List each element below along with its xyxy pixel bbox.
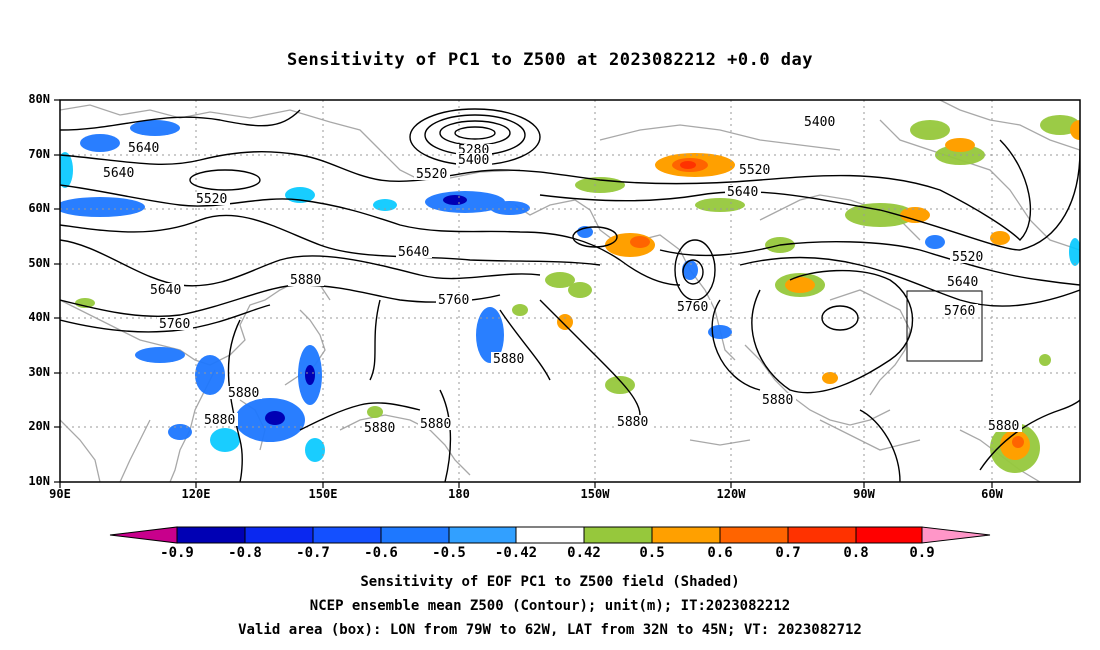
contour-label: 5640 [103,166,134,181]
valid-area-box [906,290,983,362]
contour-label: 5880 [228,386,259,401]
colorbar-label: -0.6 [364,545,398,561]
lat-tick-label: 50N [28,256,50,270]
colorbar-swatch [312,526,382,544]
colorbar-swatch [855,526,923,544]
contour-label: 5640 [128,141,159,156]
lon-tick-label: 150W [580,487,610,501]
lon-tick-label: 90W [853,487,875,501]
colorbar-label: 0.8 [843,545,869,561]
caption-line-3: Valid area (box): LON from 79W to 62W, L… [238,622,862,638]
caption-line-2: NCEP ensemble mean Z500 (Contour); unit(… [309,598,791,614]
contour-label: 5880 [364,421,395,436]
colorbar-swatch [176,526,246,544]
colorbar-swatch [448,526,517,544]
colorbar-swatch [719,526,789,544]
colorbar-label: -0.7 [296,545,330,561]
colorbar-swatch [651,526,721,544]
colorbar-label: -0.5 [432,545,466,561]
lat-tick-label: 20N [28,419,50,433]
contour-label: 5760 [438,293,469,308]
contour-label: 5880 [988,419,1019,434]
lon-tick-label: 180 [448,487,470,501]
lon-tick-label: 120W [716,487,746,501]
contour-label: 5520 [196,192,227,207]
contour-label: 5520 [739,163,770,178]
colorbar-swatch [515,526,585,544]
colorbar-label: -0.8 [228,545,262,561]
contour-label: 5640 [727,185,758,200]
lat-tick-label: 30N [28,365,50,379]
colorbar-swatch [583,526,653,544]
map-frame [59,99,1081,483]
colorbar-label: 0.42 [567,545,601,561]
lon-tick-label: 60W [981,487,1003,501]
colorbar-label: 0.7 [775,545,801,561]
contour-label: 5880 [617,415,648,430]
lat-tick-label: 10N [28,474,50,488]
contour-label: 5760 [677,300,708,315]
contour-label: 5640 [947,275,978,290]
colorbar-label: 0.6 [707,545,733,561]
lat-tick-label: 40N [28,310,50,324]
contour-label: 5640 [150,283,181,298]
contour-label: 5640 [398,245,429,260]
contour-label: 5760 [944,304,975,319]
contour-label: 5520 [952,250,983,265]
contour-label: 5520 [416,167,447,182]
colorbar-label: -0.42 [494,545,538,561]
contour-label: 5880 [290,273,321,288]
colorbar-label: -0.9 [160,545,194,561]
caption-line-1: Sensitivity of EOF PC1 to Z500 field (Sh… [360,574,740,590]
lat-tick-label: 60N [28,201,50,215]
colorbar [109,526,991,544]
colorbar-low-end [109,526,178,544]
lon-tick-label: 150E [308,487,338,501]
contour-labels: 5640 5640 5520 5280 5400 5520 5400 5520 … [101,115,1022,436]
contour-label: 5400 [458,153,489,168]
sensitivity-shading [60,115,1080,473]
contour-label: 5880 [493,352,524,367]
map-title: Sensitivity of PC1 to Z500 at 2023082212… [286,50,813,70]
lat-tick-label: 80N [28,92,50,106]
colorbar-swatch [787,526,857,544]
colorbar-swatch [244,526,314,544]
contour-label: 5880 [420,417,451,432]
colorbar-high-end [921,526,991,544]
axis-ticks [54,99,993,488]
lon-tick-label: 120E [181,487,211,501]
colorbar-swatch [380,526,450,544]
colorbar-label: 0.5 [639,545,665,561]
contour-label: 5400 [804,115,835,130]
colorbar-label: 0.9 [909,545,935,561]
lon-tick-label: 90E [49,487,71,501]
contour-label: 5760 [159,317,190,332]
lat-tick-label: 70N [28,147,50,161]
contour-label: 5880 [762,393,793,408]
contour-label: 5880 [204,413,235,428]
